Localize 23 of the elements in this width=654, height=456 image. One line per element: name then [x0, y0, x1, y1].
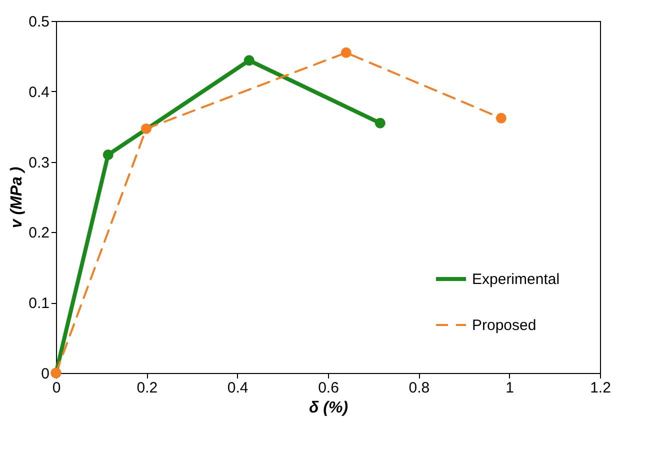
point	[244, 55, 254, 66]
point	[374, 118, 386, 128]
y-tick-label: 0.2	[28, 224, 50, 242]
legend-label: Experimental	[472, 271, 560, 288]
y-tick-label: 0.3	[28, 154, 50, 172]
x-tick-label: 0.2	[136, 380, 158, 396]
y-tick-label: 0	[41, 366, 50, 382]
x-tick-label: 0.8	[408, 380, 430, 396]
point	[340, 47, 352, 58]
x-tick-label: 0.4	[227, 380, 248, 396]
y-tick-label: 0.5	[28, 14, 50, 30]
point	[496, 112, 506, 124]
y-tick-label: 0.1	[28, 295, 50, 312]
x-axis-title: δ (%)	[308, 400, 348, 416]
x-tick-label: 1	[506, 380, 514, 396]
legend-label: Proposed	[472, 317, 536, 334]
point	[102, 150, 114, 160]
x-tick-label: 1.2	[590, 380, 611, 396]
x-tick-label: 0.6	[318, 380, 339, 396]
point	[140, 123, 152, 134]
y-tick-label: 0.4	[28, 84, 50, 101]
x-tick-label: 0	[52, 380, 61, 396]
y-axis-title: v (MPa )	[8, 166, 26, 228]
